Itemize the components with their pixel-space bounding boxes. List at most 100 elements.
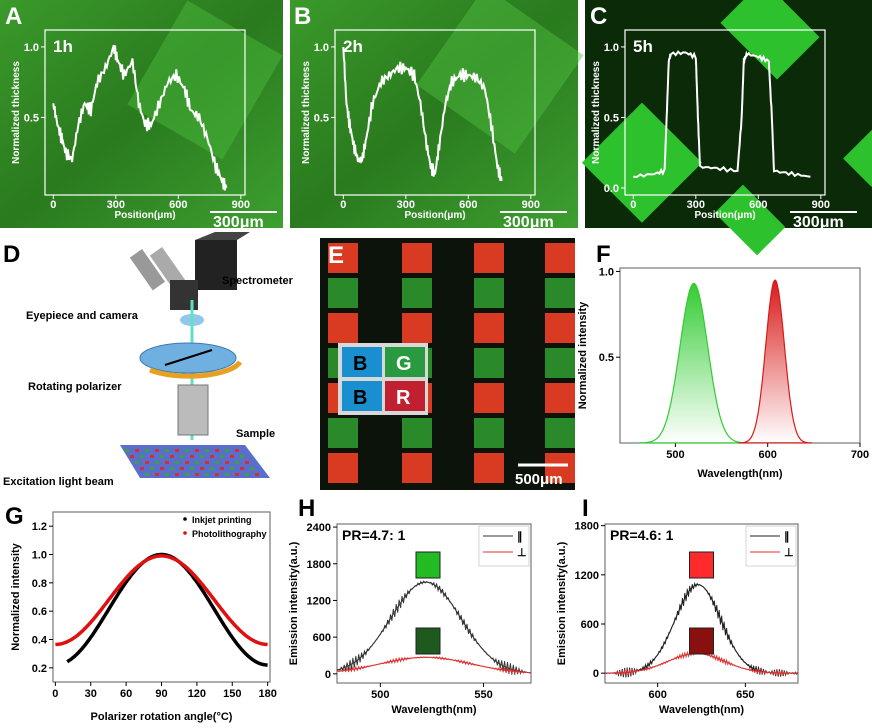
fitted-spectrum-parallel [336, 581, 531, 674]
spectrometer-shape [195, 240, 237, 290]
sample-pixel [230, 455, 234, 458]
y-axis-label: Normalized thickness [301, 61, 312, 164]
plot-frame [334, 29, 536, 196]
x-axis-label: Wavelength(nm) [391, 704, 476, 716]
sample-pixel [125, 449, 129, 452]
legend-box [745, 525, 797, 567]
plot-frame [44, 29, 246, 196]
green-pixel [474, 418, 504, 448]
spectrum-green [638, 282, 750, 444]
x-tick-label: 30 [85, 688, 97, 700]
scale-bar-label: 300μm [793, 214, 844, 231]
cell-label: B [353, 387, 367, 409]
x-tick-label: 600 [749, 199, 767, 211]
red-pixel [474, 243, 504, 273]
sample-pixel [225, 461, 229, 464]
cell-green [385, 347, 425, 377]
sample-pixel [195, 461, 199, 464]
sample-pixel [150, 467, 154, 470]
y-tick-label: 0.5 [604, 112, 619, 124]
y-tick-label: 0 [593, 668, 599, 680]
y-tick-label: 0.8 [32, 578, 47, 590]
sample-pixel [195, 473, 199, 476]
data-point [183, 564, 187, 568]
sample-pixel [180, 455, 184, 458]
sample-pixels [125, 449, 259, 476]
sample-pixel [185, 449, 189, 452]
rotation-arrow [149, 360, 243, 379]
camera-tube [149, 247, 186, 289]
cell-blue [342, 381, 382, 411]
red-pixel [402, 453, 432, 483]
x-tick-label: 300 [107, 199, 125, 211]
y-axis-label: Emission intensity(a.u.) [288, 541, 300, 665]
spectrometer-top [195, 232, 250, 240]
y-tick-label: 1200 [575, 570, 599, 582]
y-axis-label: Normalized intensity [10, 542, 22, 650]
x-tick-label: 90 [155, 688, 167, 700]
sample-pixel [145, 473, 149, 476]
red-pixel [402, 243, 432, 273]
pixel-swatch-parallel [415, 551, 441, 579]
red-pixel [328, 313, 358, 343]
red-pixel [474, 453, 504, 483]
crystal-domain [714, 184, 786, 256]
crystal-domain [843, 123, 872, 187]
y-tick-label: 1.0 [599, 266, 614, 278]
time-label: 1h [53, 37, 73, 56]
plot-frame [624, 29, 826, 196]
data-point [77, 650, 81, 654]
sample-pixel [135, 461, 139, 464]
red-pixel [545, 383, 575, 413]
y-tick-label: 600 [581, 619, 599, 631]
data-point [159, 554, 164, 558]
red-pixel [402, 313, 432, 343]
polarization-axis [164, 349, 213, 366]
x-tick-label: 550 [474, 689, 492, 701]
panel-label-c: C [590, 3, 607, 30]
time-label: 5h [633, 37, 653, 56]
chart-h: 500 550 0 600 1200 1800 2400 Wavelength(nm) Emis… [288, 522, 532, 716]
green-pixel [402, 278, 432, 308]
green-pixel [328, 278, 358, 308]
y-axis-label: Normalized intensity [577, 301, 589, 409]
legend-label: ⊥ [517, 547, 527, 559]
scale-bar-label: 300μm [503, 214, 554, 231]
sample-pixel [150, 455, 154, 458]
panel-label-d: D [3, 241, 20, 268]
scale-bar-label: 300μm [213, 214, 264, 231]
pixel-swatch-parallel [689, 551, 714, 579]
polarization-ratio: PR=4.6: 1 [610, 527, 674, 543]
sample-pixel [185, 473, 189, 476]
y-tick-label: 1.0 [24, 42, 39, 54]
legend-label: ∥ [784, 531, 790, 543]
y-tick-label: 1200 [307, 595, 331, 607]
sample-pixel [155, 449, 159, 452]
green-pixel [328, 418, 358, 448]
sample-pixel [225, 473, 229, 476]
x-tick-label: 180 [258, 688, 276, 700]
green-pixel [545, 418, 575, 448]
sample-pixel [185, 461, 189, 464]
x-axis-label: Position(μm) [114, 210, 175, 221]
panel-d-setup-diagram: Spectrometer Eyepiece and camera Rotatin… [3, 232, 294, 488]
y-tick-label: 0.5 [24, 112, 39, 124]
y-tick-label: 0.6 [32, 606, 47, 618]
legend-marker [183, 531, 187, 535]
x-tick-label: 700 [851, 449, 869, 461]
sample-pixel [140, 467, 144, 470]
x-tick-label: 600 [169, 199, 187, 211]
cell-label: B [353, 353, 367, 375]
sample-pixel [160, 455, 164, 458]
sample-pixel [130, 455, 134, 458]
panel-label-f: F [596, 241, 611, 268]
green-pixel [402, 418, 432, 448]
sample-pixel [215, 449, 219, 452]
x-axis-label: Polarizer rotation angle(°C) [91, 711, 233, 723]
legend-box [478, 525, 530, 567]
data-point [242, 650, 246, 654]
eyepiece-tube [129, 249, 166, 291]
x-tick-label: 0 [340, 199, 346, 211]
sample-pixel [225, 449, 229, 452]
